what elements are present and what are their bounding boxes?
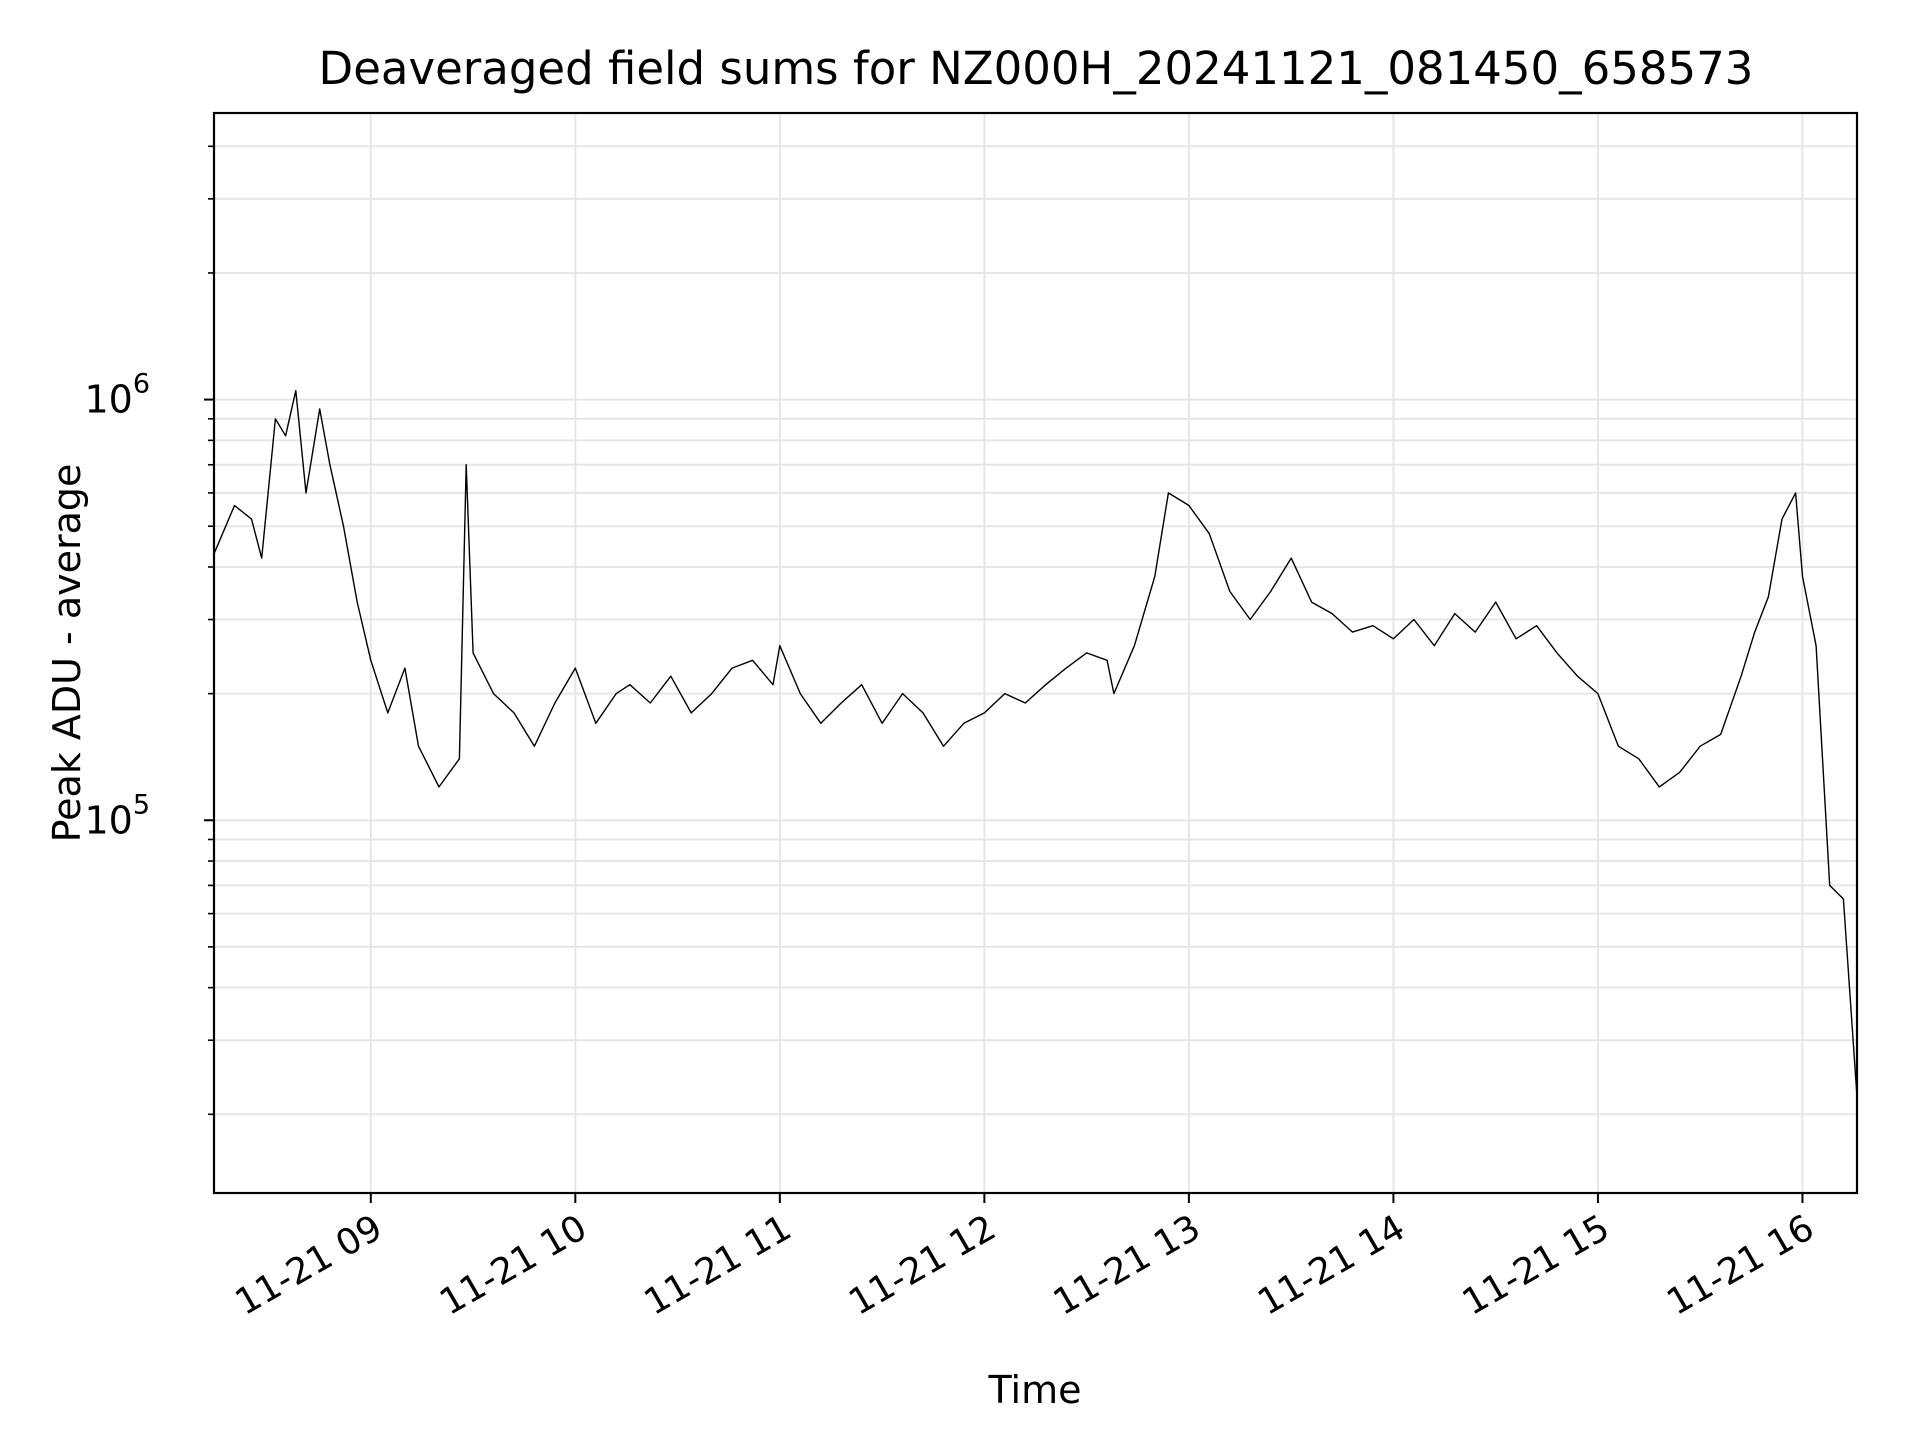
y-tick-label-exponent: 6 (133, 369, 150, 400)
x-axis-label: Time (988, 1368, 1082, 1412)
y-tick-label-exponent: 5 (133, 789, 150, 820)
plot-frame (212, 111, 1859, 1195)
series-line (213, 390, 1858, 1097)
grid (214, 113, 1857, 1193)
y-axis-label: Peak ADU - average (45, 464, 89, 843)
chart-title: Deaveraged field sums for NZ000H_2024112… (319, 42, 1754, 95)
